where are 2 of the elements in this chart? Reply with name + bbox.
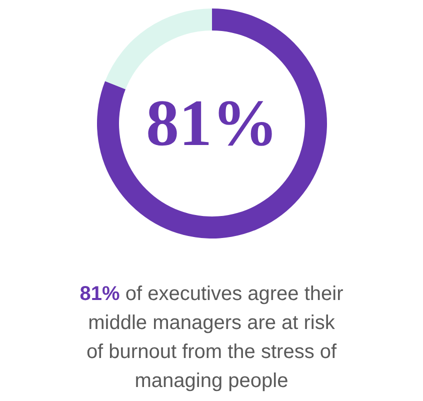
data-label: 81% — [146, 87, 278, 160]
text: 81% of executives agree their middle managers are at risk of burnout from the stress of managing people — [78, 282, 344, 394]
